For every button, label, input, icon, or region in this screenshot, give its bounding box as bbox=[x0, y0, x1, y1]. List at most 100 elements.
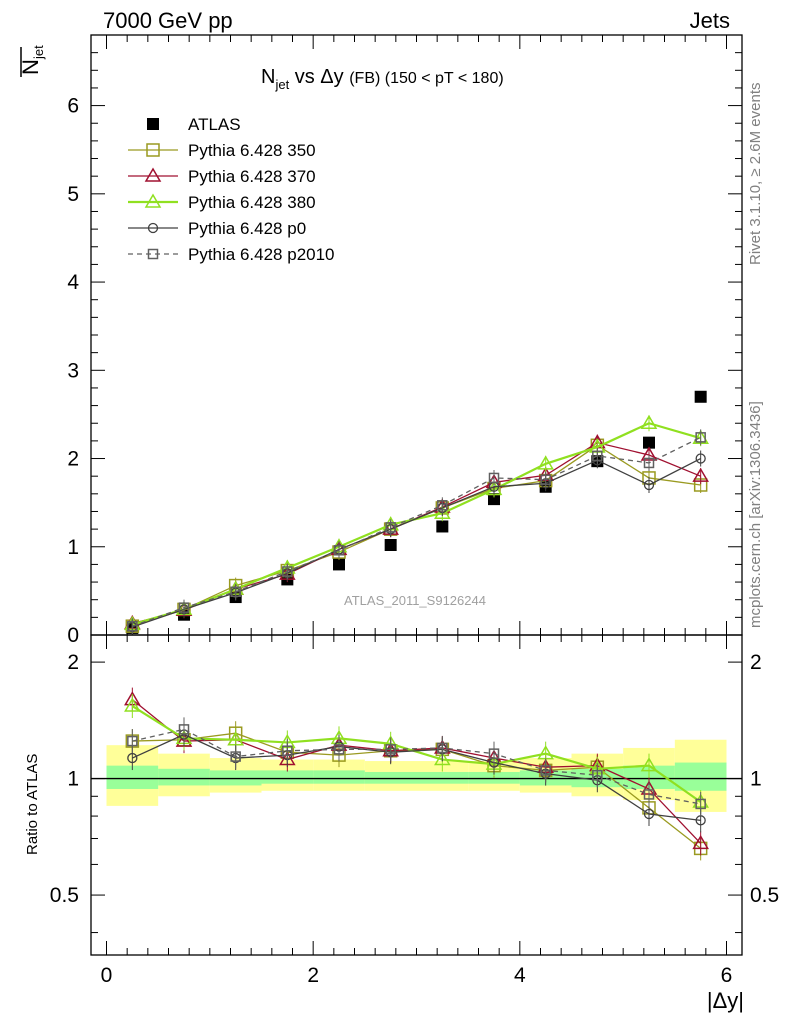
legend-marker bbox=[146, 143, 160, 157]
y-tick-label-right: 0.5 bbox=[750, 884, 779, 907]
ratio-point bbox=[692, 834, 709, 850]
y-tick-label: 3 bbox=[67, 359, 79, 382]
watermark: ATLAS_2011_S9126244 bbox=[344, 593, 486, 608]
band-green bbox=[313, 770, 365, 784]
ratio-point bbox=[592, 770, 603, 781]
svg-text:jet: jet bbox=[31, 45, 46, 60]
ratio-point bbox=[282, 745, 293, 757]
svg-text:|Δy|: |Δy| bbox=[707, 988, 744, 1013]
data-point bbox=[436, 520, 449, 533]
ratio-point bbox=[434, 751, 451, 766]
data-point bbox=[178, 602, 190, 613]
x-tick-label: 4 bbox=[514, 964, 526, 987]
band-green bbox=[106, 765, 159, 789]
ratio-point bbox=[488, 748, 500, 759]
band-green bbox=[416, 771, 469, 784]
legend-label: Pythia 6.428 350 bbox=[188, 141, 316, 160]
ratio-point bbox=[127, 735, 138, 747]
ratio-line bbox=[132, 733, 701, 821]
legend: ATLAS Pythia 6.428 350 Pythia 6.428 370 Pyt… bbox=[128, 115, 335, 264]
legend-marker bbox=[147, 248, 159, 260]
legend-label: Pythia 6.428 380 bbox=[188, 193, 316, 212]
data-point bbox=[333, 545, 345, 556]
band-green bbox=[209, 770, 262, 786]
main-title: Njet vs Δy (FB) (150 < pT < 180) bbox=[261, 66, 504, 92]
data-point bbox=[488, 472, 500, 484]
data-point bbox=[230, 586, 241, 598]
y-tick-label: 4 bbox=[67, 271, 79, 294]
data-point bbox=[540, 474, 551, 485]
side-label-mcplots: mcplots.cern.ch [arXiv:1306.3436] bbox=[747, 401, 764, 628]
data-point bbox=[385, 522, 396, 533]
data-point bbox=[643, 436, 655, 449]
data-point bbox=[694, 390, 707, 403]
series-line bbox=[132, 436, 701, 627]
band-green bbox=[468, 771, 520, 784]
y-tick-label: 1 bbox=[67, 536, 79, 559]
y-tick-label: 6 bbox=[67, 95, 79, 118]
legend-marker bbox=[147, 222, 159, 234]
legend-label: Pythia 6.428 p2010 bbox=[188, 245, 335, 264]
legend-marker bbox=[144, 167, 162, 182]
ratio-series-4 bbox=[127, 717, 706, 816]
data-point bbox=[695, 432, 706, 443]
ratio-point bbox=[385, 744, 396, 755]
legend-marker bbox=[144, 193, 162, 208]
y-tick-label: 1 bbox=[67, 768, 79, 791]
ratio-point bbox=[643, 808, 655, 820]
x-tick-label: 0 bbox=[101, 964, 113, 987]
ratio-line bbox=[132, 732, 702, 849]
header-right: Jets bbox=[690, 8, 730, 33]
data-point bbox=[643, 457, 655, 469]
band-green bbox=[158, 768, 210, 786]
data-point bbox=[488, 493, 500, 506]
data-point bbox=[384, 539, 397, 551]
xlabel: |Δy| bbox=[707, 988, 744, 1013]
ratio-point bbox=[695, 798, 706, 810]
header-left: 7000 GeV pp bbox=[103, 8, 233, 33]
legend-marker bbox=[147, 118, 159, 130]
data-point bbox=[333, 558, 345, 571]
legend-label: ATLAS bbox=[188, 115, 241, 134]
ratio-ylabel: Ratio to ATLAS bbox=[24, 754, 41, 855]
data-point bbox=[127, 620, 138, 632]
ratio-point bbox=[540, 765, 551, 776]
data-point bbox=[434, 504, 451, 519]
ratio-point bbox=[127, 752, 138, 764]
ratio-point bbox=[124, 697, 141, 712]
y-tick-label-right: 2 bbox=[750, 651, 762, 674]
data-point bbox=[437, 500, 448, 511]
data-point bbox=[537, 455, 554, 470]
data-point bbox=[282, 566, 293, 577]
ratio-panel: 0 2 4 6 0.5 0.5 1 1 2 2 bbox=[50, 634, 779, 987]
svg-text:N: N bbox=[18, 59, 43, 75]
ratio-line bbox=[132, 728, 701, 805]
legend-label: Pythia 6.428 370 bbox=[188, 167, 316, 186]
y-tick-label: 5 bbox=[67, 183, 79, 206]
ratio-point bbox=[643, 789, 655, 800]
ratio-point bbox=[178, 724, 190, 735]
data-point bbox=[592, 450, 603, 462]
main-panel: 0 1 2 3 4 5 6 bbox=[67, 34, 743, 647]
y-tick-label-right: 1 bbox=[750, 768, 762, 791]
y-tick-label: 2 bbox=[67, 448, 79, 471]
ratio-point bbox=[640, 757, 658, 772]
data-point bbox=[640, 414, 658, 429]
side-label-rivet: Rivet 3.1.10, ≥ 2.6M events bbox=[747, 83, 764, 266]
ratio-point bbox=[437, 742, 448, 754]
y-tick-label: 2 bbox=[67, 651, 79, 674]
main-ylabel: N jet bbox=[18, 45, 46, 77]
series-line bbox=[132, 457, 701, 628]
data-point bbox=[695, 453, 706, 464]
data-point bbox=[643, 479, 655, 491]
band-green bbox=[674, 762, 727, 791]
band-green bbox=[364, 771, 417, 784]
x-tick-label: 2 bbox=[307, 964, 319, 987]
series-5 bbox=[127, 429, 706, 635]
band-green bbox=[261, 770, 314, 784]
data-point bbox=[692, 467, 709, 482]
legend-label: Pythia 6.428 p0 bbox=[188, 219, 306, 238]
y-tick-label: 0.5 bbox=[50, 884, 79, 907]
ratio-point bbox=[333, 744, 345, 755]
